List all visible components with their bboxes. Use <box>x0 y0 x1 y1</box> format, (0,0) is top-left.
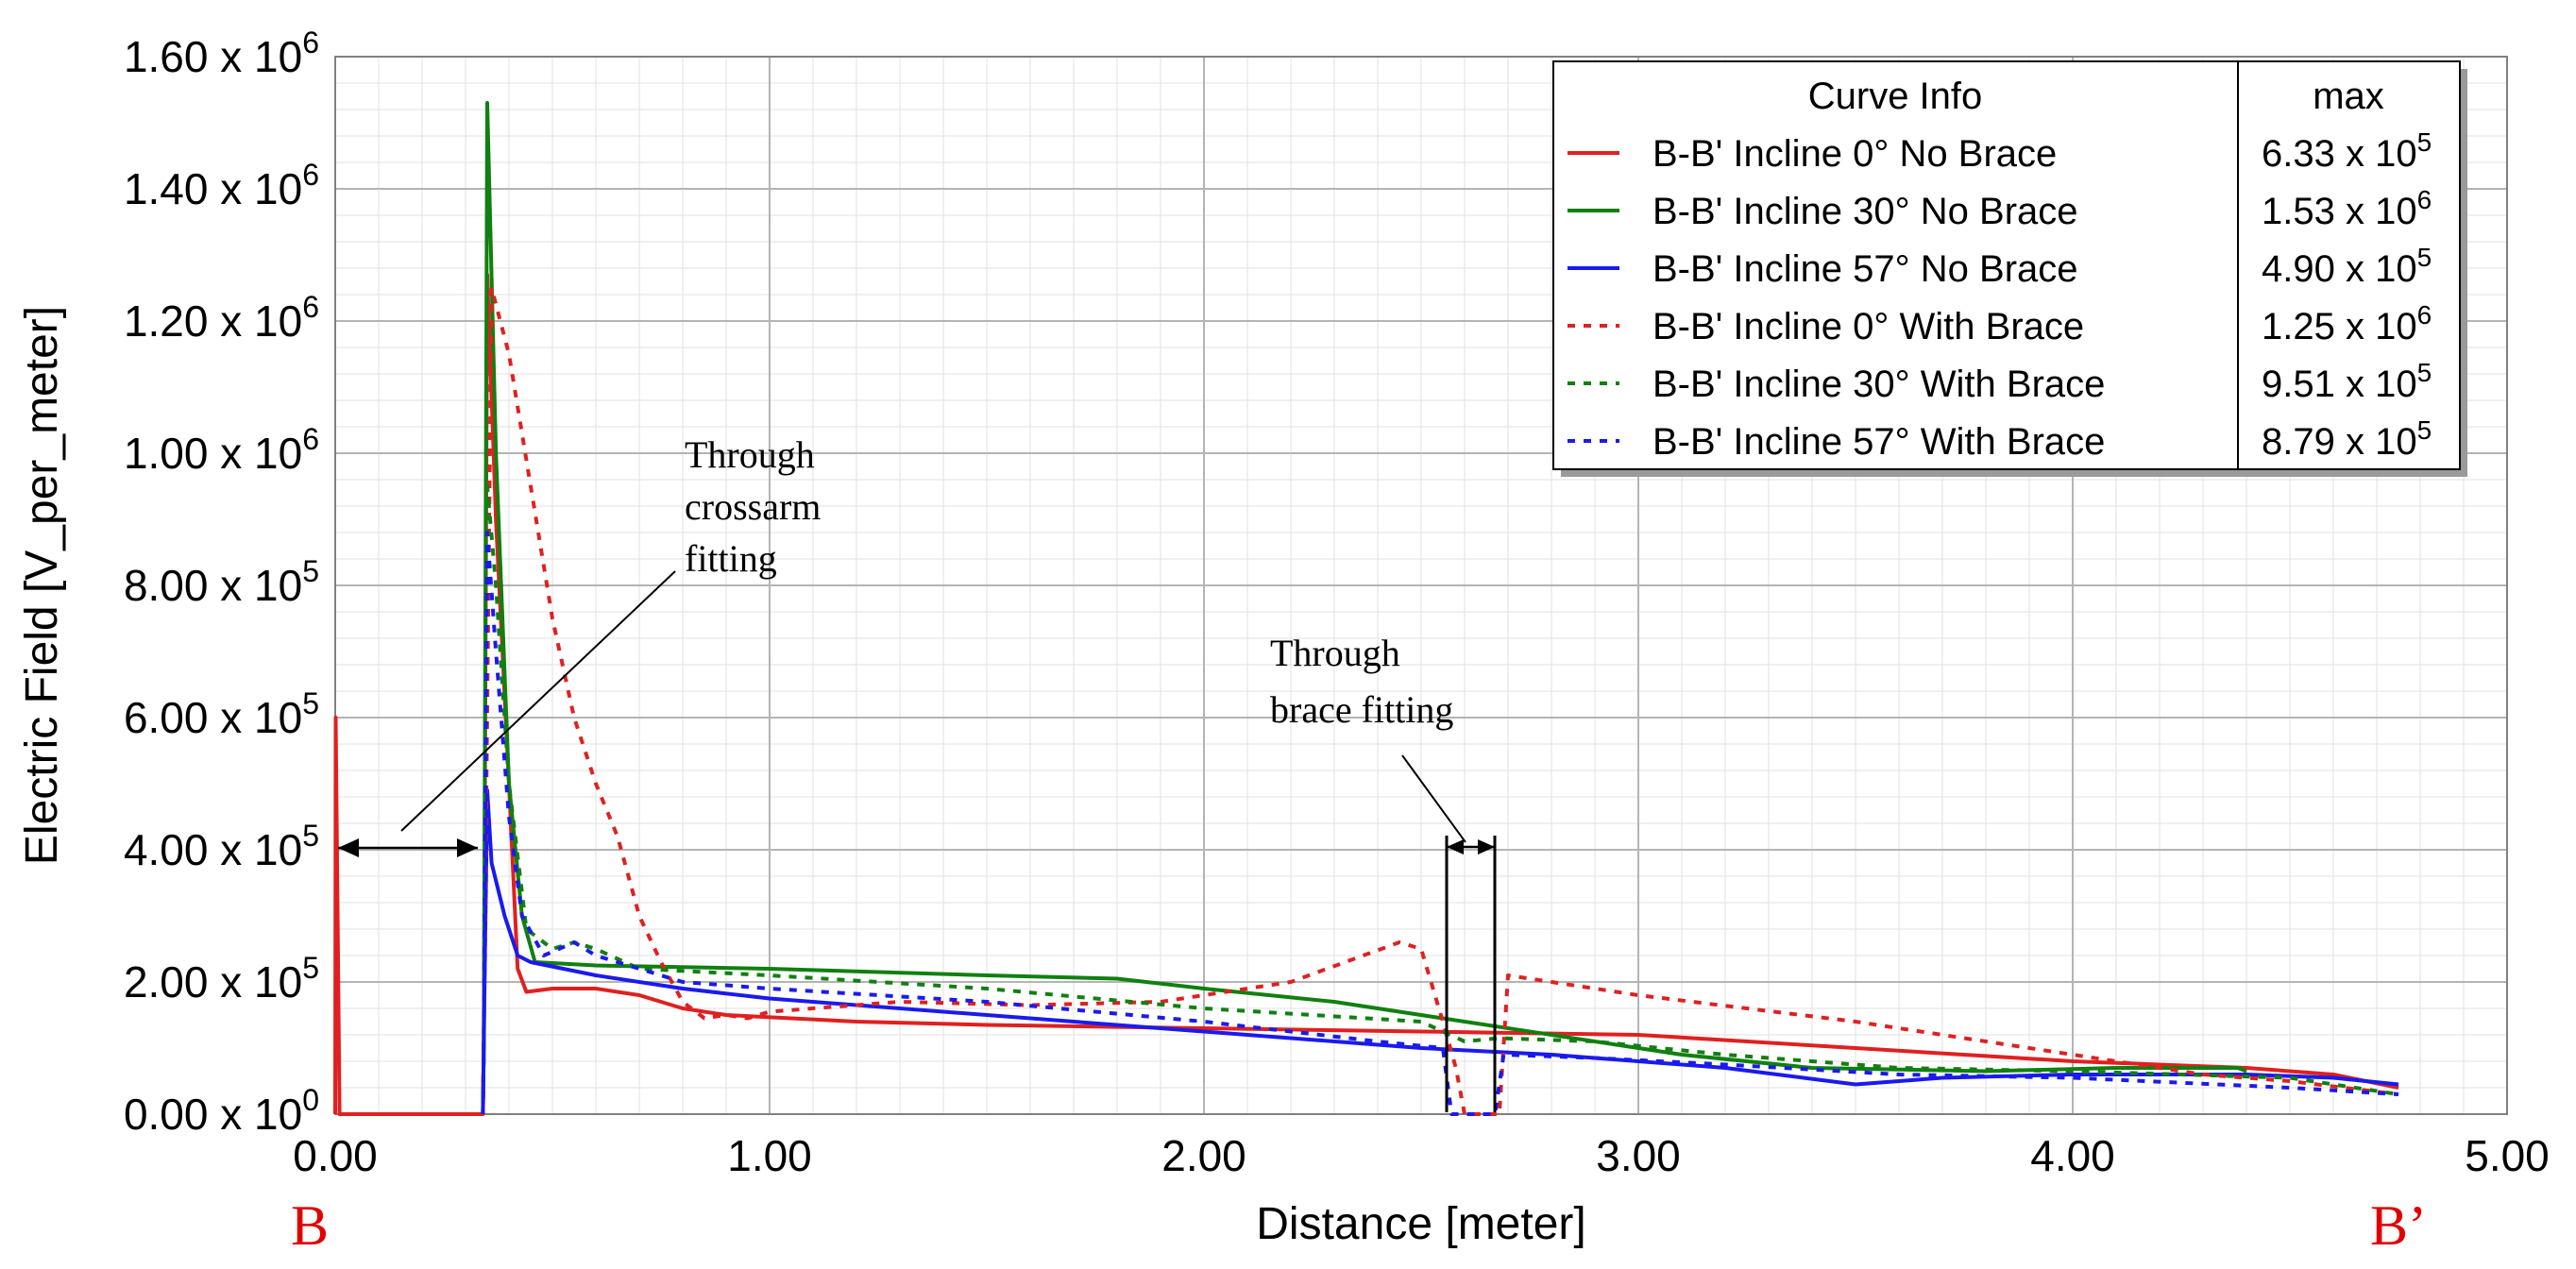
legend-max-exponent: 5 <box>2417 415 2432 445</box>
x-tick-label: 3.00 <box>1596 1131 1681 1180</box>
legend-entry-max-2: 1.53 x 106 <box>2262 185 2432 232</box>
series-line-6 <box>481 531 2399 1116</box>
series-line-5 <box>481 484 2399 1115</box>
crossarm-arrowhead-right <box>457 838 478 857</box>
legend-max-mantissa: 6.33 x 10 <box>2262 133 2417 175</box>
y-tick-mantissa: 4.00 x 10 <box>124 825 302 874</box>
y-tick-exponent: 6 <box>302 158 319 192</box>
x-tick-labels: 0.00 1.00 2.00 3.00 4.00 5.00 <box>293 1131 2550 1180</box>
legend-entry-max-5: 9.51 x 105 <box>2262 358 2432 405</box>
legend-max-mantissa: 9.51 x 10 <box>2262 364 2417 405</box>
y-tick-label: 0.00 x 100 <box>124 1083 319 1139</box>
y-tick-exponent: 6 <box>302 422 319 456</box>
y-tick-label: 6.00 x 105 <box>124 686 319 742</box>
crossarm-annotation: Through crossarm fitting <box>338 433 821 857</box>
y-tick-label: 4.00 x 105 <box>124 819 319 874</box>
legend-max-exponent: 5 <box>2417 358 2432 387</box>
brace-annotation: Through brace fitting <box>1270 632 1497 1112</box>
crossarm-arrowhead-left <box>338 838 359 857</box>
brace-annotation-line-1: Through <box>1270 632 1400 674</box>
crossarm-pointer-line <box>400 570 676 832</box>
x-tick-label: 0.00 <box>293 1131 378 1180</box>
legend-max-mantissa: 4.90 x 10 <box>2262 248 2417 290</box>
y-tick-exponent: 6 <box>302 290 319 324</box>
series-layer <box>333 101 2399 1116</box>
y-tick-label: 1.40 x 106 <box>124 158 319 213</box>
x-tick-label: 4.00 <box>2030 1131 2115 1180</box>
legend-max-mantissa: 8.79 x 10 <box>2262 421 2417 463</box>
legend-entry-label-6: B-B' Incline 57° With Brace <box>1652 421 2105 463</box>
legend-entry-label-1: B-B' Incline 0° No Brace <box>1652 133 2057 175</box>
crossarm-annotation-line-2: crossarm <box>685 485 821 528</box>
y-tick-exponent: 5 <box>302 554 319 588</box>
legend-entry-label-5: B-B' Incline 30° With Brace <box>1652 364 2105 405</box>
y-tick-exponent: 6 <box>302 25 319 59</box>
y-tick-mantissa: 0.00 x 10 <box>124 1090 302 1139</box>
y-tick-label: 1.00 x 106 <box>124 422 319 478</box>
x-axis-label: Distance [meter] <box>1256 1199 1585 1249</box>
x-tick-label: 1.00 <box>727 1131 812 1180</box>
y-tick-label: 8.00 x 105 <box>124 554 319 610</box>
brace-arrowhead-right <box>1478 839 1495 854</box>
y-tick-label: 2.00 x 105 <box>124 951 319 1007</box>
legend-entry-label-2: B-B' Incline 30° No Brace <box>1652 191 2078 232</box>
y-tick-mantissa: 6.00 x 10 <box>124 693 302 742</box>
legend-box <box>1552 60 2461 470</box>
brace-pointer-line <box>1401 754 1466 843</box>
legend-max-mantissa: 1.53 x 10 <box>2262 191 2417 232</box>
brace-annotation-line-2: brace fitting <box>1270 688 1453 731</box>
legend-entry-max-1: 6.33 x 105 <box>2262 127 2432 175</box>
y-tick-mantissa: 1.00 x 10 <box>124 429 302 478</box>
endpoint-b-label: B <box>291 1194 329 1257</box>
y-tick-mantissa: 1.60 x 10 <box>124 32 302 81</box>
y-tick-exponent: 0 <box>302 1083 319 1117</box>
brace-arrowhead-left <box>1447 839 1464 854</box>
legend-max-exponent: 6 <box>2417 185 2432 214</box>
x-tick-label: 5.00 <box>2465 1131 2550 1180</box>
legend-header-curve-info: Curve Info <box>1808 76 1983 117</box>
y-tick-exponent: 5 <box>302 686 319 720</box>
legend-entry-max-4: 1.25 x 106 <box>2262 300 2432 347</box>
y-tick-mantissa: 2.00 x 10 <box>124 957 302 1007</box>
y-tick-label: 1.60 x 106 <box>124 25 319 81</box>
plot-frame <box>334 56 2508 1115</box>
x-tick-label: 2.00 <box>1161 1131 1246 1180</box>
y-tick-mantissa: 1.40 x 10 <box>124 164 302 213</box>
endpoint-b-prime-label: B’ <box>2370 1194 2427 1257</box>
y-tick-mantissa: 1.20 x 10 <box>124 296 302 346</box>
crossarm-annotation-line-1: Through <box>685 433 815 476</box>
legend-entry-label-3: B-B' Incline 57° No Brace <box>1652 248 2078 290</box>
legend-entry-max-6: 8.79 x 105 <box>2262 415 2432 463</box>
crossarm-annotation-line-3: fitting <box>685 537 777 580</box>
legend-entry-max-3: 4.90 x 105 <box>2262 243 2432 290</box>
y-tick-label: 1.20 x 106 <box>124 290 319 346</box>
legend: Curve Info max B-B' Incline 0° No Brace 6… <box>1552 60 2467 477</box>
legend-max-exponent: 6 <box>2417 300 2432 330</box>
y-tick-mantissa: 8.00 x 10 <box>124 561 302 610</box>
legend-max-exponent: 5 <box>2417 243 2432 272</box>
legend-max-exponent: 5 <box>2417 127 2432 157</box>
y-tick-exponent: 5 <box>302 819 319 853</box>
y-axis-label: Electric Field [V_per_meter] <box>17 306 67 865</box>
legend-max-mantissa: 1.25 x 10 <box>2262 306 2417 347</box>
y-tick-exponent: 5 <box>302 951 319 985</box>
legend-header-max: max <box>2313 76 2384 117</box>
legend-entry-label-4: B-B' Incline 0° With Brace <box>1652 306 2084 347</box>
